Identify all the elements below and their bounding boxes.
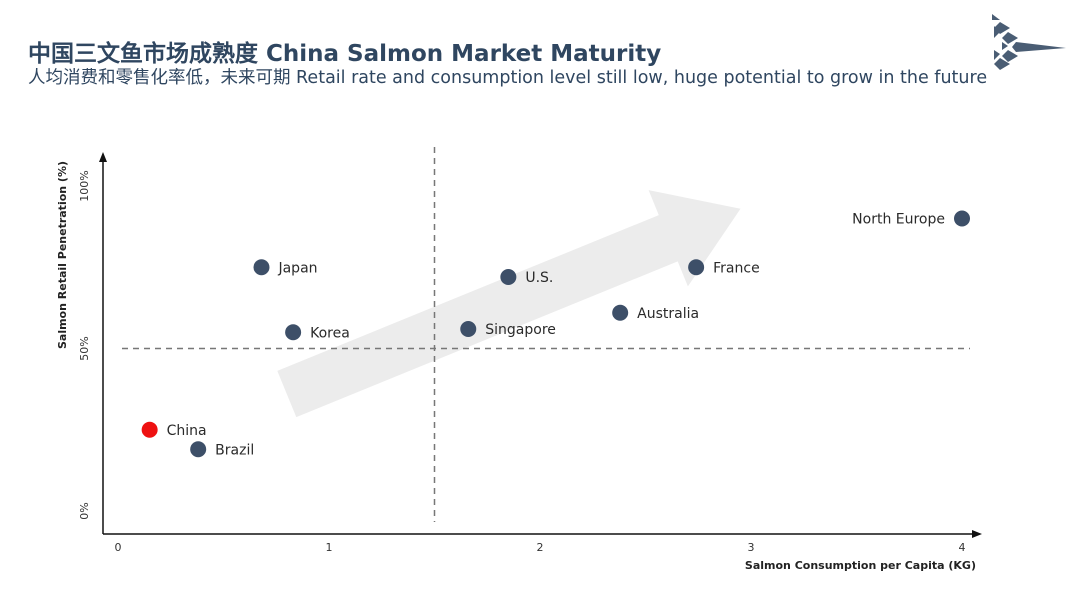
y-axis-title: Salmon Retail Penetration (%)	[56, 161, 69, 349]
data-point	[688, 259, 705, 276]
data-point	[285, 324, 302, 341]
data-point	[500, 269, 517, 285]
x-tick-label: 1	[326, 541, 333, 554]
y-tick-label: 0%	[78, 502, 91, 519]
data-point-label: Australia	[637, 306, 699, 322]
data-point-label: France	[713, 260, 760, 276]
x-axis-arrowhead	[972, 530, 982, 538]
data-point	[190, 441, 207, 458]
company-logo-icon	[992, 14, 1066, 70]
y-tick-label: 100%	[78, 170, 91, 201]
data-point-label: Singapore	[485, 322, 556, 338]
data-point-label: North Europe	[852, 212, 945, 228]
y-axis-arrowhead	[99, 152, 107, 162]
page-subtitle: 人均消费和零售化率低，未来可期 Retail rate and consumpt…	[28, 68, 988, 88]
x-tick-label: 4	[959, 541, 966, 554]
data-point	[460, 321, 477, 337]
data-point-label: U.S.	[525, 270, 553, 286]
growth-trend-arrow	[277, 190, 741, 418]
data-point	[612, 304, 629, 321]
page-title: 中国三文鱼市场成熟度 China Salmon Market Maturity	[28, 41, 662, 67]
y-tick-label: 50%	[78, 336, 91, 360]
data-point-label: Korea	[310, 325, 350, 341]
data-point	[954, 210, 970, 227]
x-tick-label: 0	[115, 541, 122, 554]
data-point	[253, 259, 270, 276]
x-tick-label: 2	[537, 541, 544, 554]
x-axis-title: Salmon Consumption per Capita (KG)	[745, 559, 976, 572]
data-point	[141, 421, 158, 438]
data-point-label: Japan	[277, 260, 317, 276]
data-point-label: China	[167, 423, 207, 439]
x-tick-label: 3	[748, 541, 755, 554]
data-point-label: Brazil	[215, 442, 254, 458]
